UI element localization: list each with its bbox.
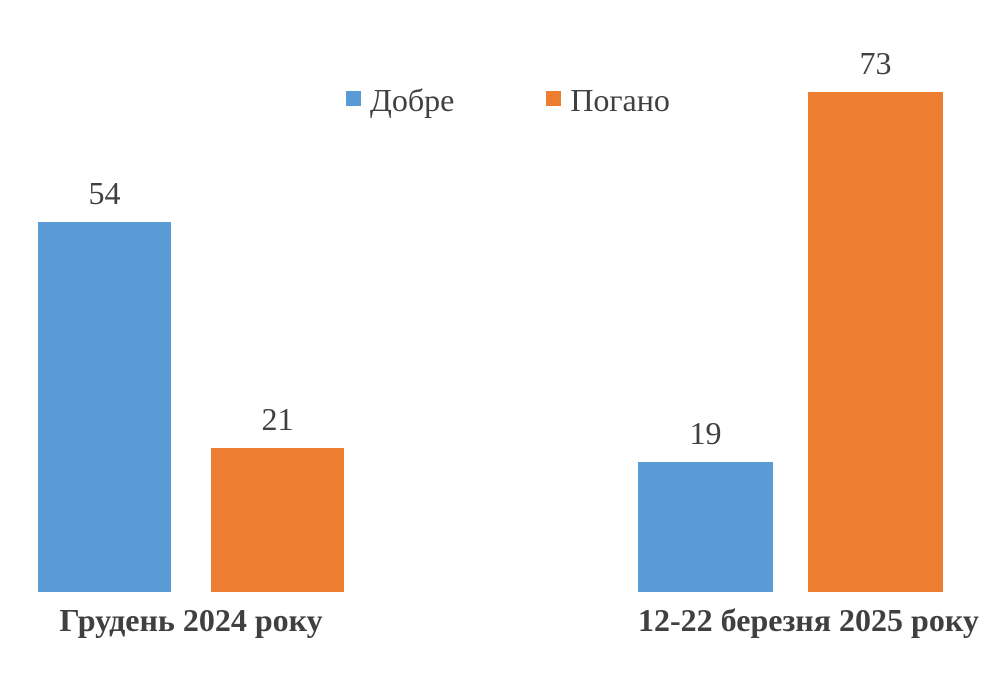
bar-slot-dobre-group2: 19 [638,417,773,592]
legend-item-pohano: Погано [546,84,670,116]
legend-swatch-pohano-icon [546,90,562,106]
legend-label-pohano: Погано [570,82,670,118]
bar-slot-pohano-group1: 21 [211,403,344,592]
bar-dobre-group2 [638,462,773,592]
legend-swatch-dobre-icon [346,90,361,106]
bar-slot-pohano-group2: 73 [808,47,943,592]
value-label-pohano-group2: 73 [859,45,892,81]
legend-item-dobre: Добре [346,84,454,116]
category-label-group2: 12-22 березня 2025 року [638,602,979,638]
category-label-group1: Грудень 2024 року [59,602,323,638]
value-label-dobre-group2: 19 [689,415,722,451]
bar-pohano-group1 [211,448,344,592]
value-label-dobre-group1: 54 [88,175,121,211]
bar-pohano-group2 [808,92,943,592]
bar-slot-dobre-group1: 54 [38,177,171,592]
legend-label-dobre: Добре [370,82,455,118]
value-label-pohano-group1: 21 [261,401,294,437]
bar-dobre-group1 [38,222,171,592]
chart-legend: Добре Погано [346,84,670,116]
